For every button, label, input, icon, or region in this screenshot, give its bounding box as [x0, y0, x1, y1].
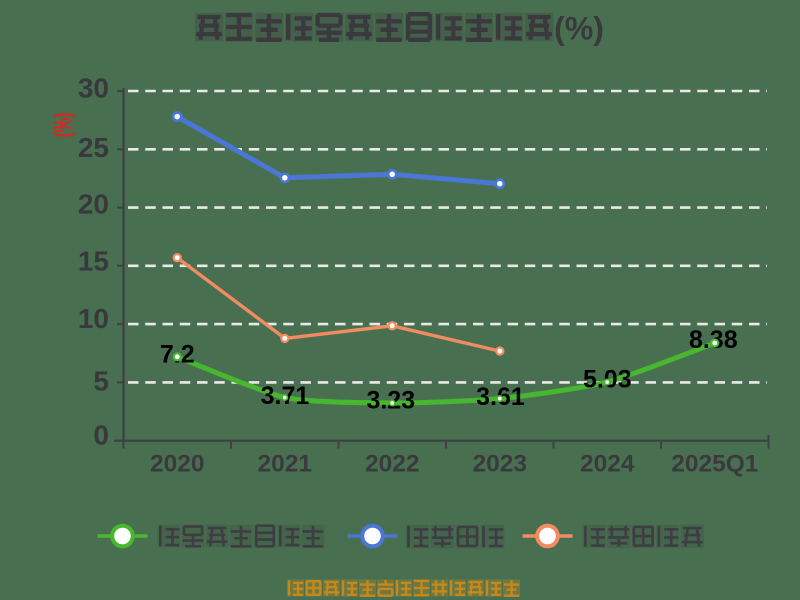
svg-text:0: 0 [93, 420, 109, 451]
svg-text:2021: 2021 [258, 451, 313, 478]
svg-text:15: 15 [78, 246, 109, 277]
svg-text:30: 30 [78, 73, 109, 104]
svg-text:(%): (%) [49, 113, 77, 138]
svg-text:20: 20 [78, 188, 109, 219]
svg-text:2024: 2024 [580, 451, 635, 478]
svg-text:10: 10 [78, 303, 109, 334]
svg-text:2023: 2023 [473, 451, 528, 478]
svg-text:25: 25 [78, 132, 109, 163]
svg-text:2022: 2022 [365, 451, 420, 478]
svg-text:(%): (%) [554, 11, 604, 47]
svg-text:5: 5 [93, 366, 109, 397]
svg-text:2025Q1: 2025Q1 [671, 451, 758, 478]
svg-text:2020: 2020 [150, 451, 205, 478]
